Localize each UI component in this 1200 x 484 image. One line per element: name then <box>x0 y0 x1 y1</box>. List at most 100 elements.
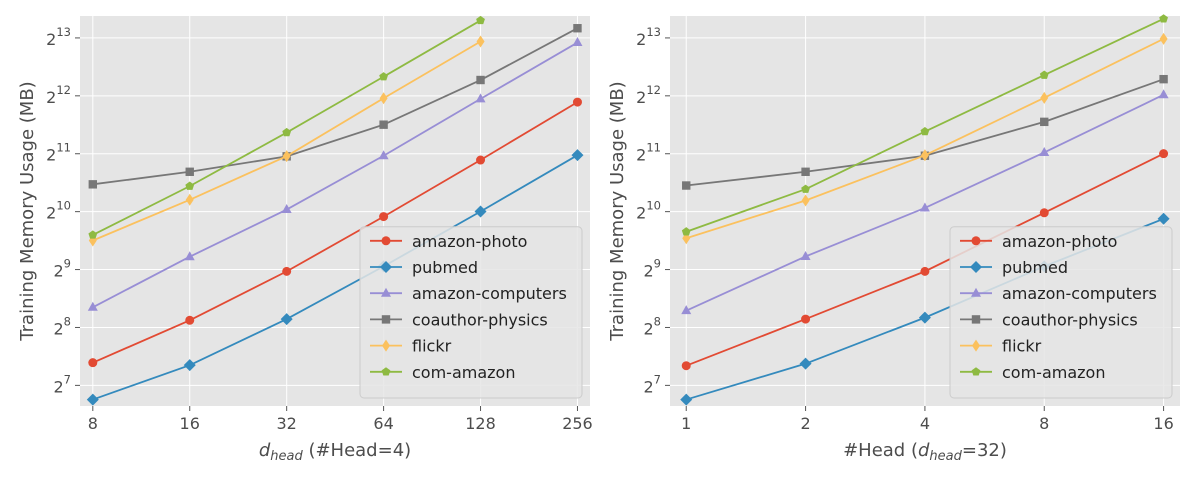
data-point <box>1158 89 1169 99</box>
data-point <box>280 313 293 326</box>
y-tick-exponent: 9 <box>64 257 71 271</box>
data-point <box>476 155 486 165</box>
y-tick-label: 28 <box>643 314 661 338</box>
x-tick-label: 32 <box>276 414 296 433</box>
x-tick-label: 1 <box>681 414 691 433</box>
y-tick-base: 2 <box>636 30 646 49</box>
data-point <box>681 305 692 315</box>
legend-marker <box>972 339 980 352</box>
legend-marker <box>382 339 390 352</box>
legend-marker <box>971 315 981 324</box>
data-point <box>801 167 810 176</box>
legend-label: amazon-photo <box>1002 232 1117 251</box>
y-tick-label: 29 <box>53 257 71 281</box>
data-point <box>86 393 99 406</box>
x-label-variable: d <box>259 440 271 461</box>
data-point <box>88 180 98 189</box>
data-point <box>379 212 389 222</box>
y-tick-exponent: 13 <box>646 25 661 39</box>
series-com-amazon <box>681 14 1168 236</box>
y-tick-base: 2 <box>636 146 646 165</box>
y-axis-label: Training Memory Usage (MB) <box>607 81 628 341</box>
y-tick-label: 27 <box>53 372 71 396</box>
data-point <box>183 359 196 372</box>
x-tick-label: 8 <box>1039 414 1049 433</box>
legend: amazon-photo pubmed amazon-computers coauth… <box>359 226 583 399</box>
legend-item-flickr: flickr <box>370 337 452 356</box>
data-point <box>1039 70 1049 79</box>
y-tick-exponent: 12 <box>56 83 71 97</box>
data-point <box>801 194 810 207</box>
data-point <box>919 202 930 212</box>
legend-marker <box>971 236 981 246</box>
data-point <box>476 75 485 85</box>
series-flickr <box>88 35 485 247</box>
legend-label: amazon-computers <box>1002 284 1157 303</box>
series-line <box>92 154 578 401</box>
legend-marker <box>381 367 391 376</box>
x-tick-label: 2 <box>800 414 810 433</box>
y-tick-base: 2 <box>46 88 56 107</box>
y-tick-label: 212 <box>636 83 661 107</box>
y-tick-exponent: 8 <box>654 314 661 328</box>
y-tick-base: 2 <box>636 88 646 107</box>
data-point <box>682 181 691 190</box>
data-point <box>379 120 388 129</box>
y-tick-label: 213 <box>46 25 71 49</box>
x-label-subscript: head <box>929 449 962 464</box>
data-point <box>185 167 194 176</box>
data-point <box>379 92 388 105</box>
legend-item-pubmed: pubmed <box>370 258 478 277</box>
series-line <box>92 27 578 186</box>
data-point <box>572 97 582 107</box>
y-tick-base: 2 <box>46 30 56 49</box>
legend-label: flickr <box>412 337 452 356</box>
data-point <box>801 184 810 193</box>
data-point <box>282 127 292 137</box>
data-point <box>573 24 582 33</box>
x-label-rest: =32) <box>962 440 1007 461</box>
x-tick-label: 4 <box>920 414 930 433</box>
data-point <box>282 150 291 163</box>
data-point <box>799 357 812 370</box>
y-tick-exponent: 8 <box>64 314 71 328</box>
data-point <box>681 361 691 371</box>
legend-item-amazon-computers: amazon-computers <box>960 284 1157 303</box>
y-tick-exponent: 9 <box>654 257 661 271</box>
y-tick-base: 2 <box>643 319 653 338</box>
x-label-variable: d <box>918 440 930 461</box>
y-tick-base: 2 <box>636 204 646 223</box>
y-tick-label: 211 <box>46 141 71 165</box>
y-tick-base: 2 <box>643 262 653 281</box>
y-tick-base: 2 <box>643 377 653 396</box>
y-tick-exponent: 10 <box>56 199 71 213</box>
data-point <box>476 35 485 48</box>
data-point <box>801 314 811 324</box>
y-tick-base: 2 <box>53 377 63 396</box>
legend-marker <box>380 261 392 273</box>
data-point <box>475 93 486 103</box>
data-point <box>1157 212 1170 225</box>
legend-label: pubmed <box>1002 258 1068 277</box>
series-flickr <box>682 32 1168 245</box>
data-point <box>680 393 693 406</box>
data-point <box>1039 146 1050 156</box>
legend-marker <box>971 367 981 376</box>
data-point <box>185 181 195 190</box>
legend-item-amazon-photo: amazon-photo <box>370 232 527 251</box>
data-point <box>1159 14 1168 23</box>
x-tick-label: 16 <box>180 414 200 433</box>
data-point <box>184 251 195 261</box>
x-tick-label: 256 <box>562 414 593 433</box>
legend-label: pubmed <box>412 258 478 277</box>
data-point <box>800 250 811 260</box>
legend-item-amazon-photo: amazon-photo <box>960 232 1117 251</box>
legend-box <box>949 226 1173 399</box>
legend-item-pubmed: pubmed <box>960 258 1068 277</box>
data-point <box>88 230 98 239</box>
y-tick-label: 212 <box>46 83 71 107</box>
x-label-subscript: head <box>270 449 303 464</box>
legend-label: coauthor-physics <box>412 310 548 329</box>
data-point <box>281 204 292 214</box>
